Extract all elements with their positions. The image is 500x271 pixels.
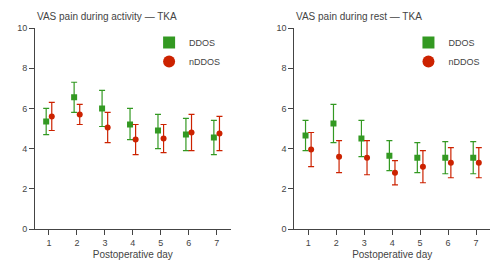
svg-text:nDDOS: nDDOS [189,57,220,67]
svg-text:7: 7 [474,238,479,248]
svg-text:6: 6 [22,104,27,114]
svg-text:1: 1 [46,238,51,248]
svg-text:0: 0 [22,224,27,234]
svg-text:4: 4 [282,144,287,154]
svg-text:2: 2 [334,238,339,248]
svg-text:VAS pain during activity — TKA: VAS pain during activity — TKA [37,11,177,22]
svg-text:7: 7 [214,238,219,248]
svg-text:4: 4 [390,238,395,248]
svg-text:Postoperative day: Postoperative day [352,249,432,260]
svg-text:1: 1 [306,238,311,248]
svg-text:3: 3 [362,238,367,248]
svg-text:3: 3 [102,238,107,248]
svg-text:6: 6 [282,104,287,114]
svg-text:6: 6 [186,238,191,248]
svg-text:8: 8 [282,63,287,73]
svg-text:VAS pain during rest — TKA: VAS pain during rest — TKA [296,11,422,22]
svg-text:Postoperative day: Postoperative day [93,249,173,260]
svg-text:2: 2 [282,184,287,194]
svg-text:4: 4 [22,144,27,154]
svg-text:nDDOS: nDDOS [448,57,479,67]
svg-text:0: 0 [282,224,287,234]
svg-text:4: 4 [130,238,135,248]
svg-text:10: 10 [17,23,27,33]
svg-text:DDOS: DDOS [189,38,215,48]
svg-text:10: 10 [277,23,287,33]
svg-text:DDOS: DDOS [448,38,474,48]
svg-text:2: 2 [74,238,79,248]
svg-text:2: 2 [22,184,27,194]
svg-text:5: 5 [418,238,423,248]
svg-text:6: 6 [446,238,451,248]
svg-text:8: 8 [22,63,27,73]
svg-text:5: 5 [158,238,163,248]
